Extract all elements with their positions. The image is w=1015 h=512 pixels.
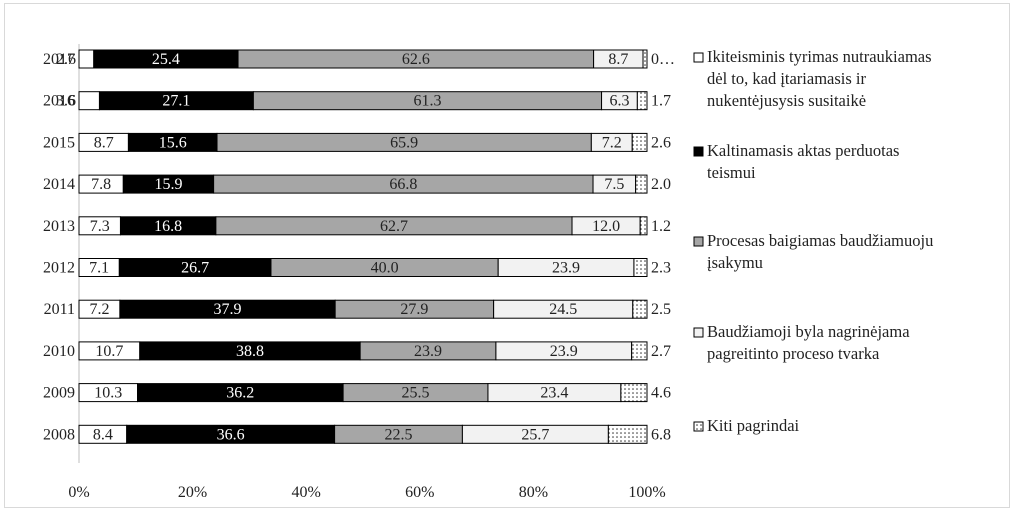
- legend-label: Procesas baigiamas baudžiamuoju: [707, 231, 933, 250]
- data-label: 15.9: [154, 176, 182, 193]
- category-label: 2012: [43, 260, 75, 277]
- legend-swatch: [693, 327, 704, 338]
- bar-segment: [635, 174, 648, 194]
- data-label: 3.6: [56, 93, 76, 110]
- legend: Ikiteisminis tyrimas nutraukiamas dėl to,…: [693, 47, 933, 435]
- legend-label: Ikiteisminis tyrimas nutraukiamas: [707, 47, 932, 66]
- category-label: 2016: [43, 93, 75, 110]
- data-label: 8.7: [608, 51, 628, 68]
- data-label: 27.9: [400, 301, 428, 318]
- data-label: 37.9: [214, 301, 242, 318]
- data-label: 25.4: [152, 51, 180, 68]
- data-label: 23.9: [550, 343, 578, 360]
- data-label: 62.7: [380, 218, 408, 235]
- data-label: 1.7: [651, 93, 671, 110]
- data-label: 2.5: [651, 301, 671, 318]
- data-label: 23.9: [414, 343, 442, 360]
- x-tick-label: 60%: [405, 484, 434, 501]
- data-label: 36.6: [217, 426, 245, 443]
- data-label: 22.5: [385, 426, 413, 443]
- data-label: 2.6: [651, 134, 671, 151]
- bar-segment: [78, 91, 100, 111]
- bar-segment: [639, 216, 648, 236]
- bar-segment: [620, 383, 648, 403]
- data-label: 62.6: [402, 51, 430, 68]
- bar-segment: [636, 91, 648, 111]
- bar-segment: [78, 49, 95, 69]
- category-label: 2013: [43, 218, 75, 235]
- legend-swatch: [693, 421, 704, 432]
- bar-segment: [642, 49, 648, 69]
- data-label: 7.3: [90, 218, 110, 235]
- bar-segment: [633, 258, 648, 277]
- x-tick-label: 40%: [292, 484, 321, 501]
- data-label: 23.9: [552, 260, 580, 277]
- data-label: 15.6: [159, 134, 187, 151]
- bar-segment: [632, 299, 648, 319]
- data-label: 10.3: [94, 385, 122, 402]
- data-label: 36.2: [226, 385, 254, 402]
- legend-label: teismui: [707, 163, 756, 182]
- data-label: 10.7: [95, 343, 123, 360]
- category-label: 2014: [43, 176, 75, 193]
- data-label: 25.7: [521, 426, 549, 443]
- legend-label: Kaltinamasis aktas perduotas: [707, 141, 899, 160]
- chart-frame: [4, 3, 1010, 508]
- legend-swatch: [693, 146, 704, 157]
- data-label: 4.6: [651, 385, 671, 402]
- data-label: 23.4: [540, 385, 568, 402]
- bar-segment: [631, 132, 648, 152]
- data-label: 7.1: [89, 260, 109, 277]
- data-label: 2.6: [56, 51, 76, 68]
- category-label: 2008: [43, 426, 75, 443]
- legend-label: pagreitinto proceso tvarka: [707, 344, 880, 363]
- category-label: 2015: [43, 134, 75, 151]
- data-label: 6.3: [609, 93, 629, 110]
- data-label: 16.8: [154, 218, 182, 235]
- data-label: 24.5: [549, 301, 577, 318]
- legend-label: dėl to, kad įtariamasis ir: [707, 69, 867, 88]
- data-label: 2.7: [651, 343, 671, 360]
- legend-swatch: [693, 236, 704, 247]
- x-tick-label: 20%: [178, 484, 207, 501]
- bar-segment: [631, 341, 648, 361]
- legend-swatch: [693, 52, 704, 63]
- data-label: 7.2: [602, 134, 622, 151]
- category-label: 2011: [44, 301, 75, 318]
- data-label: 6.8: [651, 426, 671, 443]
- data-label: 8.7: [94, 134, 114, 151]
- legend-label: nukentėjusysis susitaikė: [707, 91, 866, 110]
- category-label: 2017: [43, 51, 75, 68]
- data-label: 7.2: [89, 301, 109, 318]
- bar-segment: [607, 424, 648, 444]
- data-label: 25.5: [402, 385, 430, 402]
- data-label: 1.2: [651, 218, 671, 235]
- data-label: 0…: [651, 51, 675, 68]
- x-tick-label: 80%: [519, 484, 548, 501]
- data-label: 38.8: [236, 343, 264, 360]
- data-label: 8.4: [93, 426, 113, 443]
- x-tick-label: 100%: [628, 484, 665, 501]
- data-label: 40.0: [371, 260, 399, 277]
- x-tick-label: 0%: [68, 484, 89, 501]
- data-label: 27.1: [162, 93, 190, 110]
- data-label: 12.0: [592, 218, 620, 235]
- data-label: 2.3: [651, 260, 671, 277]
- data-label: 61.3: [413, 93, 441, 110]
- data-label: 2.0: [651, 176, 671, 193]
- legend-label: Baudžiamoji byla nagrinėjama: [707, 322, 910, 341]
- legend-label: įsakymu: [707, 253, 763, 272]
- data-label: 7.5: [604, 176, 624, 193]
- legend-label: Kiti pagrindai: [707, 416, 800, 435]
- data-label: 26.7: [181, 260, 209, 277]
- data-label: 66.8: [389, 176, 417, 193]
- category-label: 2010: [43, 343, 75, 360]
- data-label: 65.9: [390, 134, 418, 151]
- data-label: 7.8: [91, 176, 111, 193]
- category-label: 2009: [43, 385, 75, 402]
